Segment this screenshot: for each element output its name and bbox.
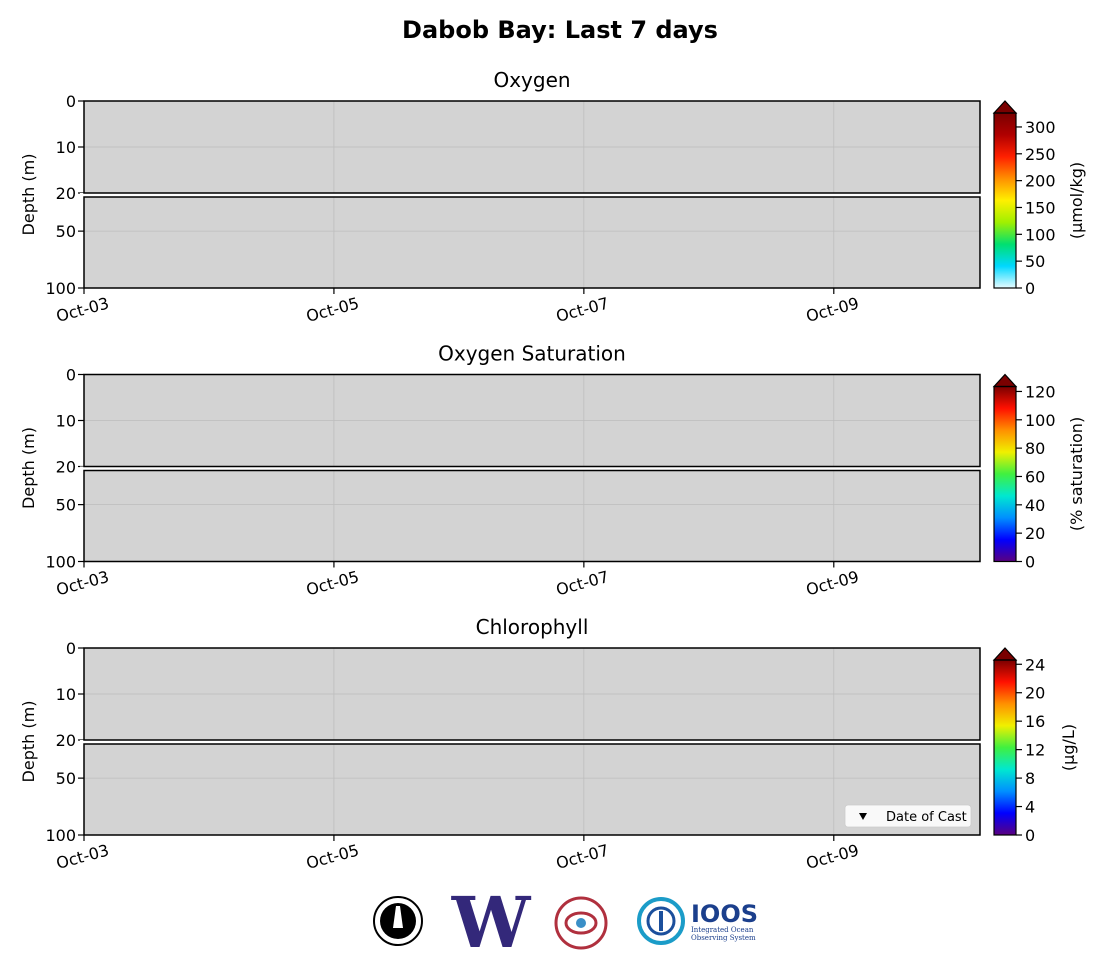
colorbar-tick-label: 40 bbox=[1025, 496, 1045, 515]
y-tick-label: 20 bbox=[56, 731, 76, 750]
x-tick-label: Oct-03 bbox=[54, 567, 111, 599]
y-tick-label: 100 bbox=[45, 279, 76, 298]
plot-frame bbox=[83, 469, 981, 563]
colorbar-tick-label: 24 bbox=[1025, 655, 1045, 674]
logo-ioos-bar bbox=[659, 911, 663, 931]
colorbar-tick-label: 80 bbox=[1025, 439, 1045, 458]
colorbar-extend bbox=[992, 100, 1018, 114]
x-tick-label: Oct-07 bbox=[554, 841, 611, 873]
logo-lighthouse bbox=[393, 906, 403, 928]
panel-title: Oxygen bbox=[493, 68, 570, 92]
colorbar-extend bbox=[992, 647, 1018, 661]
colorbar-label: (μmol/kg) bbox=[1067, 162, 1086, 239]
colorbar-tick-label: 0 bbox=[1025, 553, 1035, 572]
colorbar-tick-label: 12 bbox=[1025, 741, 1045, 760]
logo-ioos-text: IOOS bbox=[691, 900, 758, 928]
legend-box bbox=[844, 804, 972, 828]
x-tick-label: Oct-05 bbox=[304, 294, 361, 326]
legend-marker bbox=[859, 813, 867, 820]
x-tick-label: Oct-03 bbox=[54, 841, 111, 873]
y-tick-label: 0 bbox=[66, 639, 76, 658]
colorbar-tick-label: 16 bbox=[1025, 712, 1045, 731]
y-tick-label: 100 bbox=[45, 553, 76, 572]
legend-label: Date of Cast bbox=[886, 810, 967, 825]
colorbar-tick-label: 4 bbox=[1025, 798, 1035, 817]
logo-ioos-tagline: Observing System bbox=[691, 934, 756, 942]
y-tick-label: 10 bbox=[56, 412, 76, 431]
colorbar-tick-label: 150 bbox=[1025, 198, 1056, 217]
logo-ioos-ring bbox=[637, 897, 685, 945]
y-axis-label: Depth (m) bbox=[19, 154, 38, 236]
colorbar bbox=[994, 113, 1016, 288]
logo-tribal-eye bbox=[576, 918, 586, 928]
y-tick-label: 50 bbox=[56, 496, 76, 515]
plot-frame bbox=[83, 373, 981, 468]
colorbar-tick-label: 0 bbox=[1025, 826, 1035, 845]
colorbar-tick-label: 20 bbox=[1025, 684, 1045, 703]
panel-title: Chlorophyll bbox=[476, 615, 589, 639]
plot-frame bbox=[83, 647, 981, 741]
x-tick-label: Oct-05 bbox=[304, 841, 361, 873]
logo-ioos-inner bbox=[646, 906, 676, 936]
axis-break bbox=[80, 466, 984, 471]
x-tick-label: Oct-09 bbox=[804, 567, 861, 599]
figure-title: Dabob Bay: Last 7 days bbox=[402, 16, 718, 44]
y-tick-label: 0 bbox=[66, 92, 76, 111]
colorbar-tick-label: 20 bbox=[1025, 524, 1045, 543]
y-axis-label: Depth (m) bbox=[19, 427, 38, 509]
axis-break bbox=[80, 193, 984, 197]
colorbar-label: (% saturation) bbox=[1067, 417, 1086, 531]
y-tick-label: 10 bbox=[56, 685, 76, 704]
y-tick-label: 50 bbox=[56, 769, 76, 788]
colorbar-tick-label: 8 bbox=[1025, 769, 1035, 788]
colorbar-tick-label: 50 bbox=[1025, 252, 1045, 271]
y-tick-label: 20 bbox=[56, 184, 76, 203]
colorbar-label: (μg/L) bbox=[1059, 724, 1078, 771]
plot-frame bbox=[83, 196, 981, 289]
x-tick-label: Oct-05 bbox=[304, 567, 361, 599]
colorbar-tick-label: 60 bbox=[1025, 467, 1045, 486]
x-tick-label: Oct-07 bbox=[554, 294, 611, 326]
colorbar-tick-label: 300 bbox=[1025, 118, 1056, 137]
logo-tribal-inner bbox=[564, 911, 598, 935]
logos: W IOOS Integrated Ocean Observing System bbox=[373, 881, 758, 960]
colorbar-tick-label: 200 bbox=[1025, 172, 1056, 191]
colorbar-extend bbox=[992, 373, 1018, 388]
colorbar-frame bbox=[993, 385, 1017, 563]
x-tick-label: Oct-07 bbox=[554, 567, 611, 599]
y-tick-label: 100 bbox=[45, 826, 76, 845]
colorbar bbox=[994, 660, 1016, 835]
colorbar-frame bbox=[993, 659, 1017, 836]
colorbar-tick-label: 120 bbox=[1025, 382, 1056, 401]
logo-uw: W bbox=[451, 881, 532, 960]
x-tick-label: Oct-09 bbox=[804, 294, 861, 326]
plot-frame bbox=[83, 100, 981, 194]
colorbar-tick-label: 100 bbox=[1025, 225, 1056, 244]
colorbar-tick-label: 250 bbox=[1025, 145, 1056, 164]
plot-frame bbox=[83, 743, 981, 836]
y-axis-label: Depth (m) bbox=[19, 701, 38, 783]
colorbar-tick-label: 100 bbox=[1025, 411, 1056, 430]
y-tick-label: 0 bbox=[66, 366, 76, 385]
panel-title: Oxygen Saturation bbox=[438, 342, 626, 366]
x-tick-label: Oct-03 bbox=[54, 294, 111, 326]
colorbar-frame bbox=[993, 112, 1017, 289]
x-tick-label: Oct-09 bbox=[804, 841, 861, 873]
colorbar-tick-label: 0 bbox=[1025, 279, 1035, 298]
y-tick-label: 50 bbox=[56, 222, 76, 241]
axis-break bbox=[80, 740, 984, 744]
y-tick-label: 10 bbox=[56, 138, 76, 157]
colorbar bbox=[994, 386, 1016, 562]
y-tick-label: 20 bbox=[56, 458, 76, 477]
logo-ioos-tagline: Integrated Ocean bbox=[691, 926, 754, 934]
